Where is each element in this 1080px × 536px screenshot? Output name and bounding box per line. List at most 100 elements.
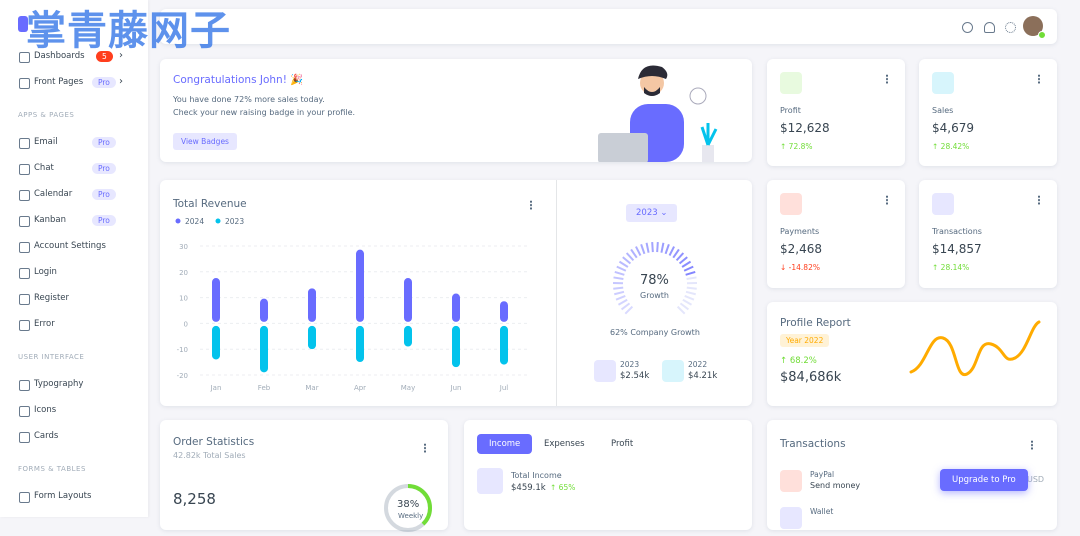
menu-item[interactable]: Cards [34,431,58,441]
theme-icon[interactable] [1005,22,1016,33]
value: $14,857 [932,242,982,256]
donut-value: 38% [397,499,419,510]
status [1038,31,1046,39]
label: Payments [780,227,819,236]
amount: $2.54k [620,371,649,381]
menu-item[interactable]: Error [34,319,55,329]
y-tick-label: 20 [179,269,188,277]
gauge-tick [641,244,644,253]
change: ↑ 72.8% [780,142,813,151]
legend-label: 2024 [185,217,204,226]
stat-card: Payments $2,468 ↓ -14.82% [767,180,905,288]
tab[interactable]: Profit [611,439,633,449]
legend-dot [216,219,221,224]
profile-card: Profile Report Year 2022 ↑ 68.2% $84,686… [767,302,1057,406]
gauge-tick [673,249,679,257]
menu[interactable] [1031,440,1033,450]
upgrade-button[interactable]: Upgrade to Pro [940,469,1028,491]
x-tick-label: Apr [354,384,366,392]
value: $459.1k [511,483,546,493]
menu[interactable] [1038,195,1040,205]
bell-icon[interactable] [984,22,995,33]
gauge-tick [625,307,632,314]
total: 8,258 [173,490,216,508]
menu-item[interactable]: Account Settings [34,241,106,251]
change: ↑ 28.42% [932,142,969,151]
menu[interactable] [424,443,426,453]
menu-item[interactable]: Calendar [34,189,72,199]
menu-icon [19,294,30,305]
legend-label: 2023 [225,217,244,226]
year: 2023 [620,360,639,369]
gauge-value: 78% [640,273,669,288]
change-value: 28.14% [941,263,970,272]
menu[interactable] [886,195,888,205]
change-value: 72.8% [789,142,813,151]
menu-icon [19,268,30,279]
y-tick-label: -20 [177,372,188,380]
gauge-tick [682,262,690,267]
text: Check your new raising badge in your pro… [173,108,355,117]
change: 68.2% [790,356,817,366]
github-icon[interactable] [962,22,973,33]
badge: Year 2022 [780,334,829,347]
menu-item[interactable]: Email [34,137,58,147]
gauge-tick [618,300,627,305]
gauge-tick [661,243,663,253]
value: $2,468 [780,242,822,256]
gauge-tick [670,247,675,256]
change-value: 28.42% [941,142,970,151]
menu-item[interactable]: Form Layouts [34,491,91,501]
menu-item[interactable]: Kanban [34,215,66,225]
chevron: › [119,76,123,87]
gauge-tick [613,288,623,289]
menu-icon [19,432,30,443]
tab[interactable]: Income [477,434,532,454]
sparkline [907,316,1047,382]
x-tick-label: Jul [499,384,509,392]
gauge-tick [685,296,694,300]
y-tick-label: -10 [177,346,188,354]
gauge-tick [678,307,685,314]
navbar [160,9,1057,44]
gauge-tick [619,262,627,267]
gauge-tick [687,277,697,279]
gauge-tick [677,253,684,260]
change: ↓ -14.82% [780,263,820,272]
menu-item[interactable]: Icons [34,405,56,415]
menu-item[interactable]: Front Pages [34,77,83,87]
menu-icon [19,380,30,391]
gauge-tick [631,249,637,257]
menu-icon [19,138,30,149]
menu[interactable] [886,74,888,84]
gauge-tick [680,303,688,309]
menu[interactable] [1038,74,1040,84]
bar [356,250,364,322]
gauge-tick [680,257,688,263]
name: Wallet [810,507,833,516]
gauge-tick [666,244,669,253]
value: $12,628 [780,121,830,135]
menu-item[interactable]: Typography [34,379,83,389]
x-tick-label: May [401,384,415,392]
menu-item[interactable]: Register [34,293,69,303]
subtitle: 42.82k Total Sales [173,451,246,460]
desc: Send money [810,481,860,490]
menu-item[interactable]: Login [34,267,57,277]
button[interactable]: View Badges [173,133,237,150]
tab[interactable]: Expenses [544,439,585,449]
stat-card: Transactions$14,857↑ 28.14% [919,180,1057,288]
gauge-tick [636,247,641,256]
menu-icon [19,406,30,417]
gauge-tick [623,257,631,263]
menu-item[interactable]: Chat [34,163,54,173]
gauge-tick [684,267,693,271]
value: $4,679 [932,121,974,135]
title: Transactions [780,438,846,450]
gauge-tick [617,267,626,271]
bar [500,326,508,365]
gauge-tick [622,303,630,309]
